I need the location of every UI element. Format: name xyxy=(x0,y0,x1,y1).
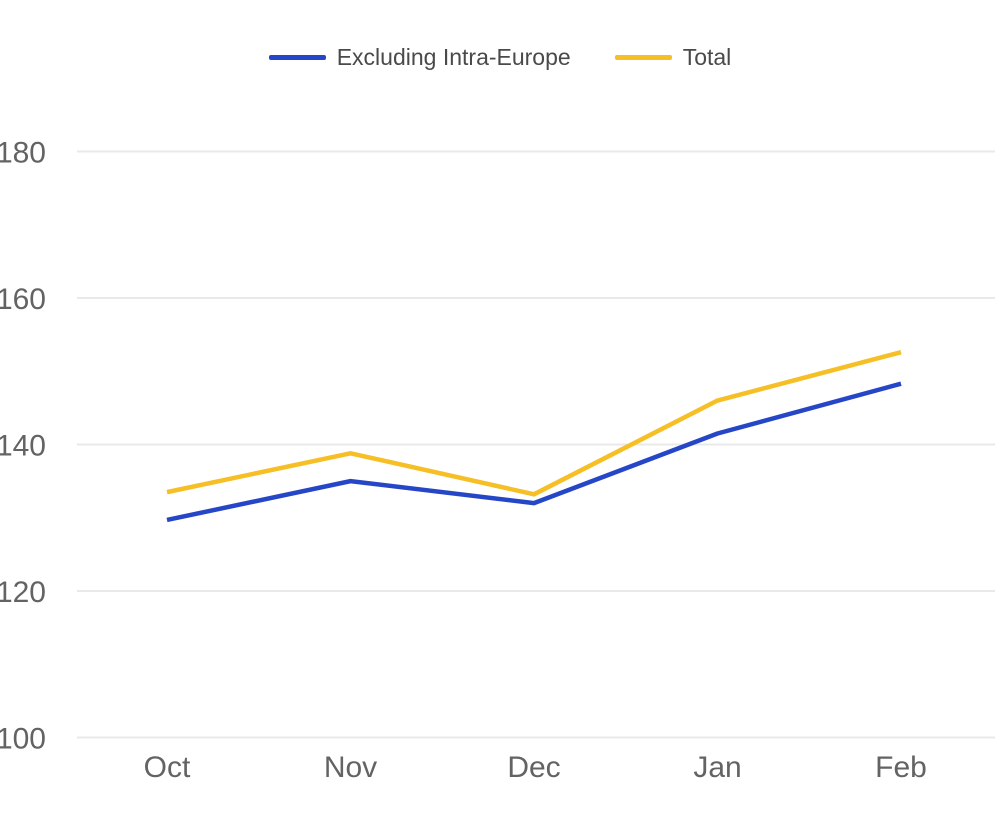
x-tick-label-jan: Jan xyxy=(693,751,741,784)
legend-swatch-total-icon xyxy=(614,55,672,60)
y-tick-label-120: 120 xyxy=(0,576,46,609)
legend-swatch-excluding-intra-europe-icon xyxy=(268,55,326,60)
y-tick-label-160: 160 xyxy=(0,283,46,316)
x-tick-label-oct: Oct xyxy=(144,751,191,784)
chart-legend: Excluding Intra-Europe Total xyxy=(0,44,1000,71)
y-tick-label-140: 140 xyxy=(0,430,46,463)
legend-label-excluding-intra-europe: Excluding Intra-Europe xyxy=(336,44,571,70)
series-line-total xyxy=(166,350,902,497)
legend-item-total: Total xyxy=(614,44,732,71)
y-tick-label-180: 180 xyxy=(0,137,46,170)
x-tick-label-feb: Feb xyxy=(875,751,927,784)
y-tick-label-100: 100 xyxy=(0,723,46,756)
legend-item-excluding-intra-europe: Excluding Intra-Europe xyxy=(268,44,571,71)
x-tick-label-dec: Dec xyxy=(507,751,560,784)
series-line-excluding-intra-europe xyxy=(166,381,902,523)
x-tick-label-nov: Nov xyxy=(324,751,377,784)
legend-label-total: Total xyxy=(682,44,732,70)
